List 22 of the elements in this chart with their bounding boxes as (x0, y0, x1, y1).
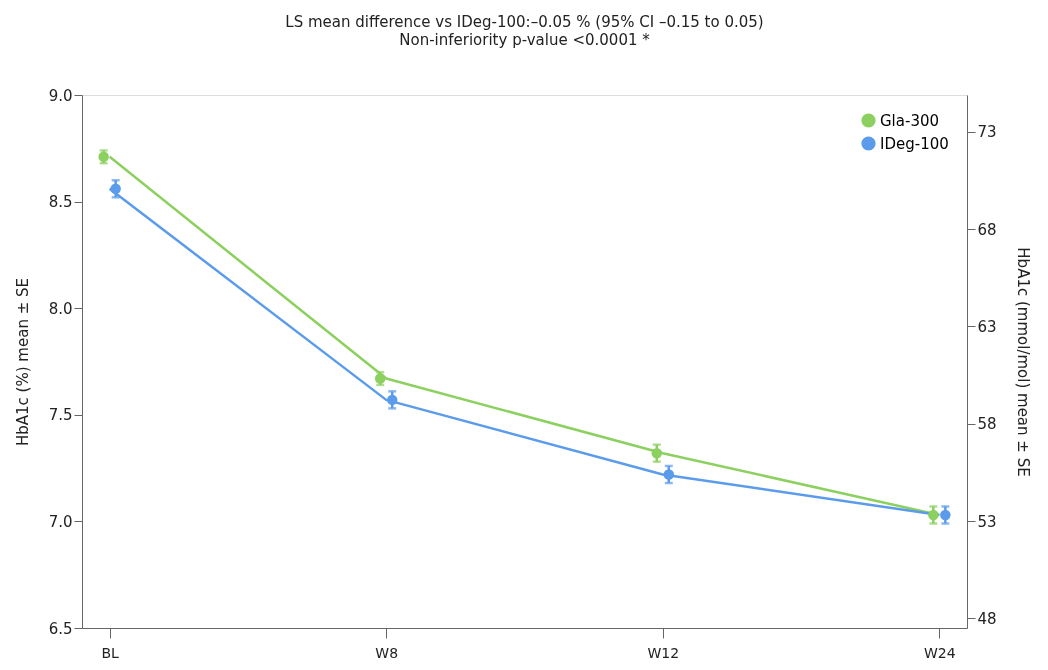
y-tick-label: 8.0 (48, 299, 73, 318)
chart-subtitle: Non-inferiority p-value <0.0001 * (399, 31, 651, 49)
legend-label: IDeg-100 (880, 134, 949, 153)
y2-axis-title: HbA1c (mmol/mol) mean ± SE (1013, 247, 1032, 477)
x-tick-label: W12 (647, 644, 680, 661)
y-tick-label: 7.5 (48, 406, 73, 425)
y2-tick-label: 68 (977, 220, 997, 239)
y-axis-title: HbA1c (%) mean ± SE (13, 278, 32, 446)
y2-tick-label: 58 (977, 415, 997, 434)
x-tick-label: W8 (375, 644, 399, 661)
y-tick-label: 7.0 (48, 512, 73, 531)
x-tick-label: BL (101, 644, 120, 661)
y2-tick-label: 48 (977, 609, 997, 628)
y-tick-label: 6.5 (48, 619, 73, 638)
chart-title: LS mean difference vs IDeg-100:–0.05 % (95% CI –0.15 to 0.05) (285, 13, 764, 31)
x-tick-label: W24 (924, 644, 956, 661)
y2-tick-label: 63 (977, 317, 997, 336)
legend-label: Gla-300 (880, 111, 940, 130)
y-tick-label: 9.0 (48, 86, 73, 105)
y-tick-label: 8.5 (48, 193, 73, 212)
y2-tick-label: 53 (977, 512, 997, 531)
y2-tick-label: 73 (977, 123, 997, 142)
